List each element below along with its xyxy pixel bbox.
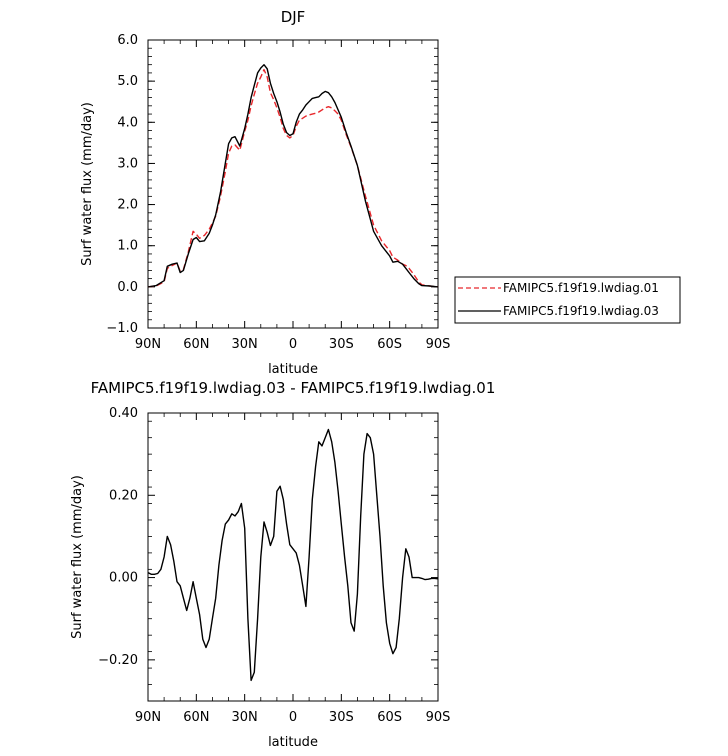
series-line-1-0 <box>147 428 439 682</box>
x-tick-label: 60S <box>377 710 402 725</box>
series-line-0-1 <box>147 64 439 288</box>
y-tick-label: 0.20 <box>109 488 138 503</box>
x-tick-label: 60N <box>183 710 209 725</box>
legend-label-lwdiag03: FAMIPC5.f19f19.lwdiag.03 <box>503 304 659 318</box>
y-tick-label: 6.0 <box>117 33 138 48</box>
y-tick-label: 5.0 <box>117 74 138 89</box>
x-tick-label: 30N <box>232 710 258 725</box>
x-tick-label: 0 <box>289 337 297 352</box>
y-tick-label: −0.20 <box>98 653 138 668</box>
legend-box <box>454 276 681 324</box>
bottom-y-axis-label: Surf water flux (mm/day) <box>70 475 85 639</box>
x-tick-label: 60S <box>377 337 402 352</box>
x-tick-label: 90S <box>426 337 451 352</box>
x-tick-label: 30S <box>329 710 354 725</box>
bottom-series-group <box>147 428 439 682</box>
y-tick-label: −1.0 <box>106 321 138 336</box>
x-tick-label: 60N <box>183 337 209 352</box>
bottom-panel: FAMIPC5.f19f19.lwdiag.03 - FAMIPC5.f19f1… <box>70 379 495 750</box>
bottom-y-ticks: −0.20 0.00 0.20 0.40 <box>98 406 438 702</box>
y-tick-label: 2.0 <box>117 198 138 213</box>
y-tick-label: 4.0 <box>117 115 138 130</box>
x-tick-label: 90S <box>426 710 451 725</box>
top-y-axis-label: Surf water flux (mm/day) <box>80 102 95 266</box>
y-tick-label: 1.0 <box>117 239 138 254</box>
top-plot-frame <box>147 39 439 329</box>
bottom-x-axis-label: latitude <box>268 735 318 750</box>
x-tick-label: 90N <box>135 337 161 352</box>
x-tick-label: 30N <box>232 337 258 352</box>
x-tick-label: 90N <box>135 710 161 725</box>
top-x-axis-label: latitude <box>268 362 318 377</box>
x-tick-label: 30S <box>329 337 354 352</box>
legend: FAMIPC5.f19f19.lwdiag.01 FAMIPC5.f19f19.… <box>454 276 681 324</box>
top-series-group <box>147 64 439 288</box>
series-line-0-0 <box>147 68 439 288</box>
y-tick-label: 0.00 <box>109 571 138 586</box>
top-y-ticks: −1.0 0.0 1.0 2.0 3.0 4.0 5.0 6.0 <box>106 33 438 336</box>
legend-label-lwdiag01: FAMIPC5.f19f19.lwdiag.01 <box>503 281 659 295</box>
y-tick-label: 0.40 <box>109 406 138 421</box>
bottom-plot-frame <box>147 412 439 702</box>
top-chart-title: DJF <box>281 8 306 26</box>
bottom-chart-title: FAMIPC5.f19f19.lwdiag.03 - FAMIPC5.f19f1… <box>91 379 496 397</box>
x-tick-label: 0 <box>289 710 297 725</box>
y-tick-label: 3.0 <box>117 156 138 171</box>
top-x-ticks: 90N 60N 30N 0 30S 60S 90S <box>135 40 451 352</box>
top-panel: DJF −1.0 0.0 1.0 2.0 3.0 4.0 5.0 6.0 90N 60N 30N 0… <box>80 8 450 377</box>
y-tick-label: 0.0 <box>117 280 138 295</box>
